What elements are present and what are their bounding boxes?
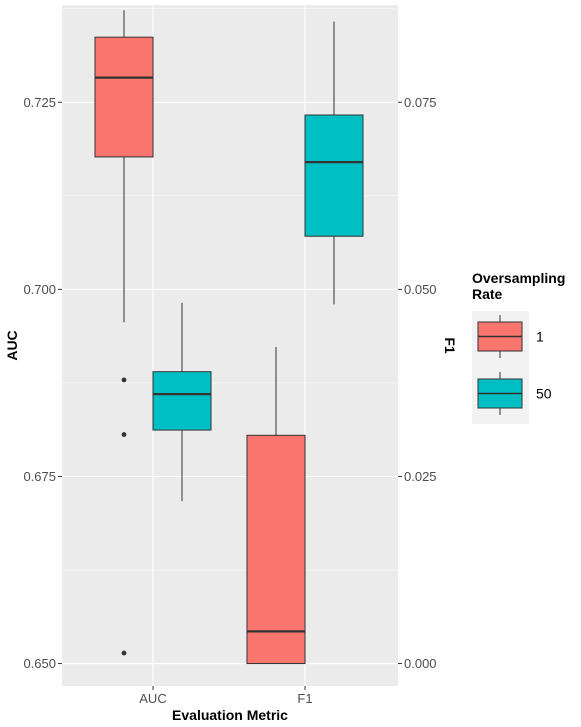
box-body: [304, 114, 364, 237]
left-tick-label: 0.650: [23, 656, 56, 671]
right-tick-label: 0.000: [404, 656, 437, 671]
legend-title-line-1: Oversampling: [472, 270, 565, 286]
x-axis-title: Evaluation Metric: [172, 707, 288, 723]
legend-key-1: [477, 315, 523, 358]
right-tick-label: 0.025: [404, 469, 437, 484]
left-axis-title: AUC: [4, 330, 20, 360]
x-axis: AUC F1: [139, 686, 313, 706]
legend-keys: [477, 315, 523, 415]
box-body: [94, 36, 154, 158]
right-axis-title: F1: [442, 337, 458, 354]
left-tick-label: 0.700: [23, 282, 56, 297]
legend-title-line-2: Rate: [472, 286, 503, 302]
box-series: [94, 10, 364, 665]
right-tick-label: 0.050: [404, 282, 437, 297]
outlier-point: [121, 377, 127, 383]
box-auc-rate-50: [152, 302, 212, 502]
box-f1-rate-1: [246, 346, 306, 665]
left-tick-label: 0.725: [23, 95, 56, 110]
left-axis: 0.650 0.675 0.700 0.725: [23, 95, 62, 671]
legend-label-1: 1: [536, 329, 544, 345]
x-tick-label: AUC: [139, 691, 166, 706]
x-tick-label: F1: [297, 691, 312, 706]
box-body: [152, 371, 212, 431]
outlier-point: [121, 650, 127, 656]
right-axis: 0.000 0.025 0.050 0.075: [398, 95, 437, 671]
legend-label-50: 50: [536, 386, 552, 402]
box-auc-rate-1: [94, 10, 154, 656]
left-tick-label: 0.675: [23, 469, 56, 484]
legend: Oversampling Rate 1 50: [472, 270, 565, 424]
right-tick-label: 0.075: [404, 95, 437, 110]
outlier-point: [121, 432, 127, 437]
box-body: [246, 434, 306, 665]
legend-key-50: [477, 372, 523, 415]
box-f1-rate-50: [304, 21, 364, 305]
